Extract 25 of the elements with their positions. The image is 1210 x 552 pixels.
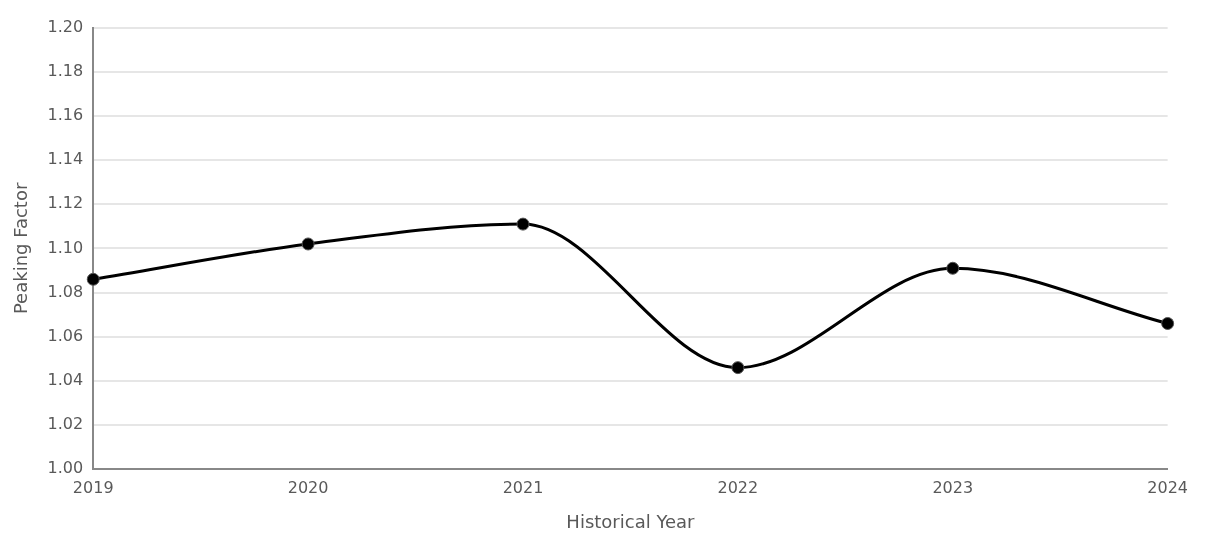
- x-axis-title: Historical Year: [566, 510, 696, 532]
- y-tick-label: 1.00: [47, 458, 84, 478]
- point: [1161, 316, 1175, 330]
- point: [516, 217, 530, 231]
- y-tick-label: 1.06: [47, 325, 84, 345]
- x-tick-label: 2021: [502, 477, 544, 497]
- y-tick-label: 1.20: [47, 16, 84, 36]
- x-tick-label: 2020: [287, 477, 329, 497]
- x-tick-label: 2023: [932, 477, 974, 497]
- point: [731, 361, 745, 375]
- y-axis-title: Peaking Factor: [10, 182, 32, 315]
- y-tick-label: 1.02: [47, 414, 84, 434]
- y-tick-label: 1.10: [47, 237, 84, 257]
- point: [86, 272, 100, 286]
- point: [301, 237, 315, 251]
- y-tick-label: 1.04: [47, 370, 84, 390]
- point: [946, 261, 960, 275]
- x-tick-label: 2022: [717, 477, 759, 497]
- y-tick-label: 1.18: [47, 60, 84, 80]
- y-tick-label: 1.12: [47, 193, 84, 213]
- y-tick-label: 1.14: [47, 149, 84, 169]
- y-tick-label: 1.16: [47, 105, 84, 125]
- y-tick-label: 1.08: [47, 281, 84, 301]
- x-tick-label: 2024: [1147, 477, 1188, 497]
- x-tick-label: 2019: [72, 477, 114, 497]
